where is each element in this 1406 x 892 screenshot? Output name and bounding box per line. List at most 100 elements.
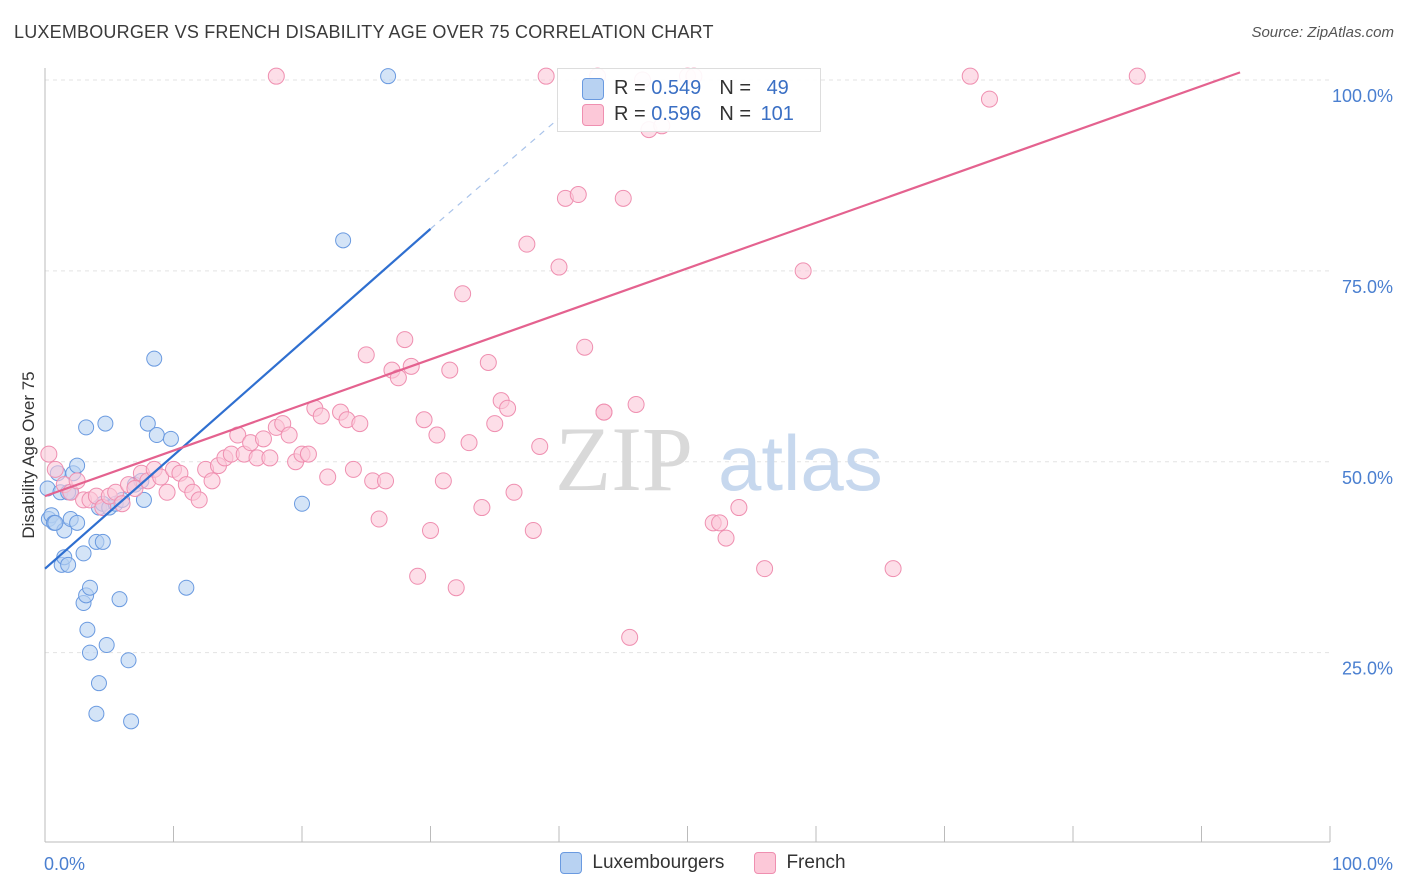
series-french [40,67,1146,646]
trend-lines [44,71,1241,570]
data-point [90,675,107,692]
data-point [454,285,472,303]
data-point [486,415,504,433]
data-point [380,68,397,85]
y-tick-label: 100.0% [1332,86,1393,106]
n-label: N = [719,103,757,125]
data-point [98,636,115,653]
stats-row-french: R = 0.596 N = 101 [582,103,794,126]
legend-swatch-luxembourgers [560,852,583,874]
data-point [69,457,86,474]
watermark-zip: ZIP [555,408,693,510]
data-point [312,407,330,425]
data-point [518,235,536,253]
data-point [81,579,98,596]
data-point [299,445,317,463]
series-luxembourgers [39,68,397,730]
x-tick-label: 100.0% [1332,854,1393,874]
legend-label-french: French [786,852,846,873]
watermark-atlas: atlas [718,419,883,507]
data-point [319,468,337,486]
data-point [479,353,497,371]
data-point [441,361,459,379]
data-point [473,499,491,517]
data-point [135,491,152,508]
data-point [123,713,140,730]
data-point [60,556,77,573]
legend-item-luxembourgers[interactable]: Luxembourgers [560,852,724,874]
data-point [627,395,645,413]
data-point [88,705,105,722]
data-point [146,350,163,367]
data-point [505,483,523,501]
trendline-luxembourgers [44,228,432,570]
data-point [460,434,478,452]
data-point [537,67,555,85]
data-point [576,338,594,356]
data-point [203,472,221,490]
y-tick-label: 50.0% [1342,468,1393,488]
watermark: ZIP atlas [555,408,883,510]
x-tick-label: 0.0% [44,854,85,874]
data-point [120,652,137,669]
data-point [335,232,352,249]
n-label: N = [719,77,757,99]
legend-item-french[interactable]: French [754,852,846,874]
data-point [47,514,64,531]
data-point [434,472,452,490]
data-point [152,468,170,486]
data-point [81,644,98,661]
data-point [69,514,86,531]
stats-swatch-french [582,103,604,126]
data-point [980,90,998,108]
r-label: R = [614,77,652,99]
data-point [254,430,272,448]
data-point [280,426,298,444]
data-point [550,258,568,276]
data-point [351,415,369,433]
n-value-french: 101 [760,103,794,125]
data-point [428,426,446,444]
data-point [377,472,395,490]
axes: 25.0% 50.0% 75.0% 100.0% 0.0% 100.0% [44,68,1393,874]
data-point [79,621,96,638]
data-point [344,460,362,478]
stats-legend: R = 0.549 N = 49 R = 0.596 N = 101 [557,68,821,132]
data-point [46,460,64,478]
data-point [531,437,549,455]
data-point [422,521,439,539]
data-point [1128,67,1146,85]
data-point [267,67,285,85]
trendline-luxembourgers-extension [430,117,560,230]
data-point [499,399,517,417]
bottom-legend: Luxembourgers French [0,852,1406,874]
data-point [158,483,176,501]
grid-lines [45,79,1330,654]
stats-row-luxembourgers: R = 0.549 N = 49 [582,77,789,100]
data-point [409,567,427,585]
data-point [415,411,433,429]
r-value-french: 0.596 [651,103,702,125]
data-point [756,560,774,578]
data-point [75,545,92,562]
stats-swatch-luxembourgers [582,77,604,100]
source-credit: Source: ZipAtlas.com [1251,24,1394,41]
data-point [261,449,279,467]
r-label: R = [614,103,652,125]
chart-title: LUXEMBOURGER VS FRENCH DISABILITY AGE OV… [14,22,714,42]
data-point [113,495,131,513]
data-point [94,533,111,550]
data-point [294,495,310,512]
data-point [190,491,208,509]
data-point [621,628,639,646]
data-point [614,189,632,207]
data-point [447,579,465,597]
data-point [357,346,375,364]
data-point [595,403,613,421]
data-point [162,430,179,447]
data-point [711,514,729,532]
data-point [396,331,414,349]
data-point [961,67,979,85]
data-point [148,427,165,444]
